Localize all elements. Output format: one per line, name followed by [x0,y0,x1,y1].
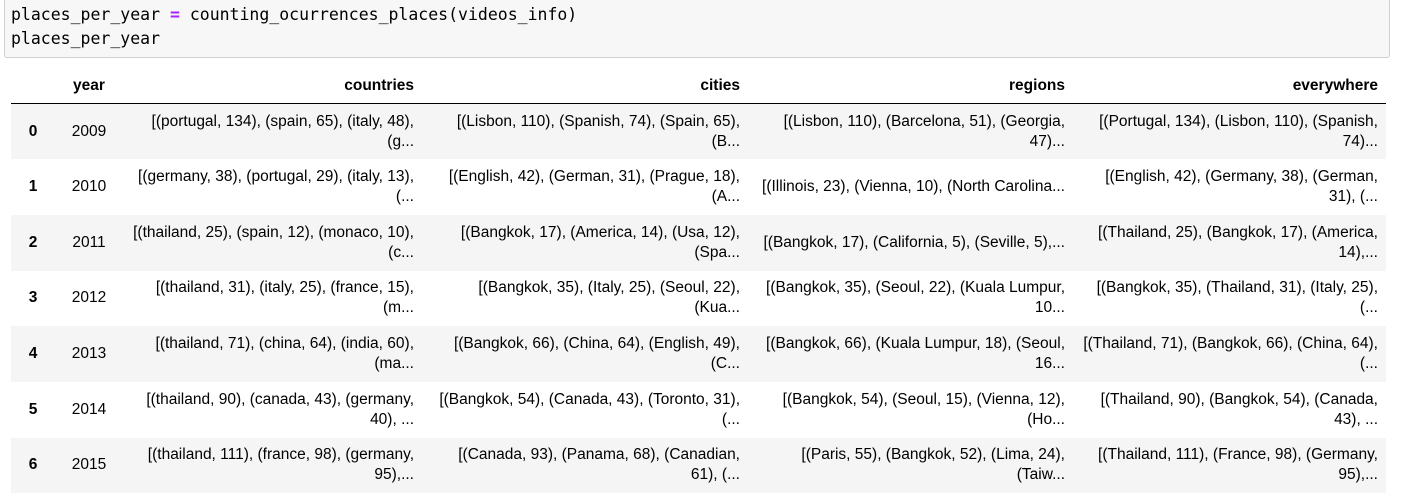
cell-year: 2009 [71,122,107,140]
cell-countries: [(thailand, 90), (canada, 43), (germany,… [146,390,414,428]
cell-everywhere: [(Thailand, 111), (France, 98), (Germany… [1098,446,1378,484]
cell-everywhere: [(Thailand, 25), (Bangkok, 17), (America… [1098,223,1378,261]
cell-regions: [(Lisbon, 110), (Barcelona, 51), (Georgi… [783,112,1065,150]
table-row: 1 2010 [(germany, 38), (portugal, 29), (… [11,159,1386,215]
row-index: 1 [28,178,38,196]
code-variable: places_per_year [11,5,170,24]
row-index: 6 [28,456,38,474]
cell-everywhere: [(Portugal, 134), (Lisbon, 110), (Spanis… [1099,112,1378,150]
cell-cities: [(Bangkok, 35), (Italy, 25), (Seoul, 22)… [478,279,740,317]
cell-year: 2010 [71,178,107,196]
table-row: 5 2014 [(thailand, 90), (canada, 43), (g… [11,381,1386,438]
row-index: 0 [28,122,38,140]
cell-regions: [(Bangkok, 35), (Seoul, 22), (Kuala Lump… [766,279,1065,317]
table-header-row: year countries cities regions everywhere [11,68,1386,104]
cell-output: year countries cities regions everywhere… [11,68,1386,494]
cell-year: 2011 [72,233,106,251]
column-header-everywhere: everywhere [1073,68,1386,104]
code-assign-operator: = [169,5,180,24]
cell-regions: [(Illinois, 23), (Vienna, 10), (North Ca… [762,178,1065,196]
cell-everywhere: [(Thailand, 71), (Bangkok, 66), (China, … [1083,335,1378,373]
cell-year: 2015 [71,456,107,474]
row-index: 4 [28,345,38,363]
cell-everywhere: [(Thailand, 90), (Bangkok, 54), (Canada,… [1100,390,1378,428]
cell-cities: [(English, 42), (German, 31), (Prague, 1… [448,168,740,206]
cell-countries: [(thailand, 71), (china, 64), (india, 60… [155,335,414,373]
code-line-1: places_per_year = counting_ocurrences_pl… [11,5,577,25]
cell-year: 2012 [71,289,107,307]
cell-countries: [(portugal, 134), (spain, 65), (italy, 4… [151,112,414,150]
cell-regions: [(Bangkok, 17), (California, 5), (Sevill… [763,233,1065,251]
cell-everywhere: [(Bangkok, 35), (Thailand, 31), (Italy, … [1096,279,1378,317]
row-index: 2 [28,233,38,251]
table-row: 0 2009 [(portugal, 134), (spain, 65), (i… [11,103,1386,160]
cell-cities: [(Bangkok, 54), (Canada, 43), (Toronto, … [439,390,740,428]
cell-cities: [(Lisbon, 110), (Spanish, 74), (Spain, 6… [456,112,740,150]
row-index: 5 [28,400,38,418]
code-cell[interactable]: places_per_year = counting_ocurrences_pl… [4,0,1390,58]
table-row: 2 2011 [(thailand, 25), (spain, 12), (mo… [11,214,1386,271]
cell-regions: [(Bangkok, 66), (Kuala Lumpur, 18), (Seo… [766,335,1065,373]
cell-cities: [(Bangkok, 66), (China, 64), (English, 4… [453,335,740,373]
table-row: 4 2013 [(thailand, 71), (china, 64), (in… [11,326,1386,382]
row-index: 3 [28,289,38,307]
cell-countries: [(germany, 38), (portugal, 29), (italy, … [138,168,414,206]
cell-year: 2013 [71,345,107,363]
column-header-year: year [55,68,123,104]
cell-countries: [(thailand, 31), (italy, 25), (france, 1… [155,279,414,317]
code-function-call: counting_ocurrences_places(videos_info) [179,5,578,24]
cell-cities: [(Bangkok, 17), (America, 14), (Usa, 12)… [460,223,740,261]
cell-everywhere: [(English, 42), (Germany, 38), (German, … [1105,168,1378,206]
index-header [11,68,55,104]
dataframe-table: year countries cities regions everywhere… [11,68,1386,494]
column-header-cities: cities [422,68,748,104]
cell-regions: [(Bangkok, 54), (Seoul, 15), (Vienna, 12… [782,390,1065,428]
column-header-countries: countries [123,68,422,104]
cell-countries: [(thailand, 25), (spain, 12), (monaco, 1… [133,223,414,261]
column-header-regions: regions [748,68,1073,104]
table-row: 6 2015 [(thailand, 111), (france, 98), (… [11,437,1386,494]
cell-countries: [(thailand, 111), (france, 98), (germany… [147,446,414,484]
code-line-2: places_per_year [11,29,161,48]
cell-regions: [(Paris, 55), (Bangkok, 52), (Lima, 24),… [801,446,1065,484]
cell-year: 2014 [71,400,107,418]
cell-cities: [(Canada, 93), (Panama, 68), (Canadian, … [458,446,740,484]
table-row: 3 2012 [(thailand, 31), (italy, 25), (fr… [11,270,1386,327]
